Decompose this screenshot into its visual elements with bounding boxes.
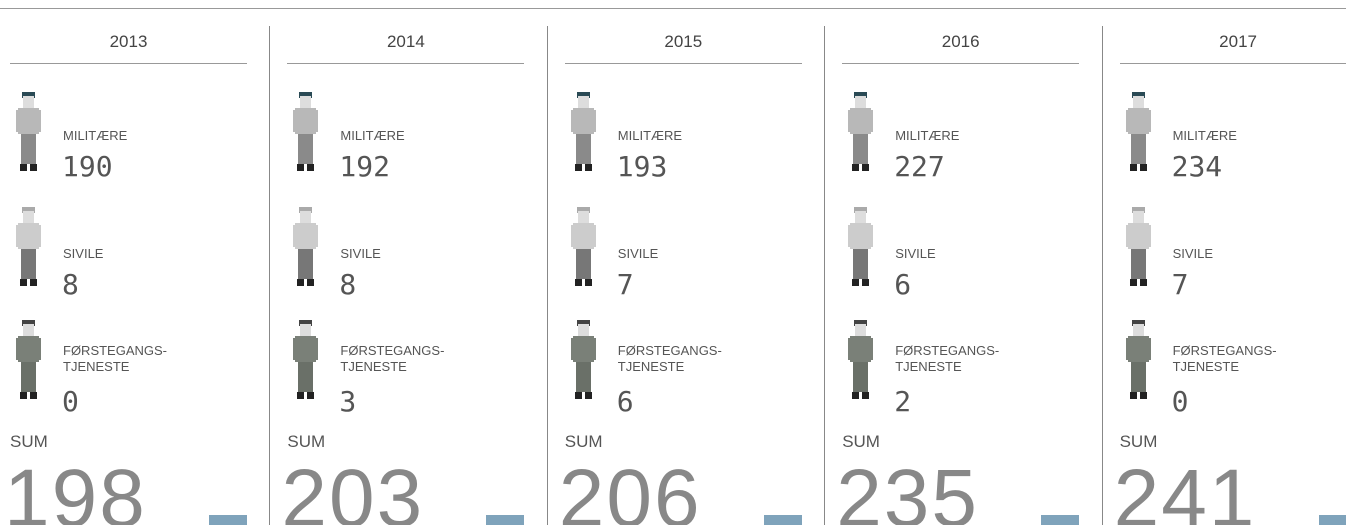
person-icon (1125, 207, 1151, 286)
year-column: 2013 MILITÆRE 190 SIVILE 8 FØRSTEGANGS- TJENES… (0, 0, 277, 525)
category-label: TJENESTE (63, 359, 130, 374)
person-icon (293, 92, 319, 171)
year-column: 2017 MILITÆRE 234 SIVILE 7 FØRSTEGANGS- TJENES… (1110, 0, 1346, 525)
sum-value: 241 (1113, 453, 1257, 525)
year-rule (1119, 63, 1346, 64)
category-count: 2 (894, 385, 912, 418)
category-label: TJENESTE (1172, 359, 1240, 374)
sum-value: 198 (4, 453, 147, 525)
category-count: 6 (616, 385, 634, 418)
category-label: MILITÆRE (1172, 128, 1237, 143)
year-column: 2014 MILITÆRE 192 SIVILE 8 FØRSTEGANGS- TJENES… (277, 0, 554, 525)
year-heading: 2017 (1219, 32, 1257, 51)
person-icon (570, 207, 596, 286)
category-count: 227 (894, 150, 945, 183)
category-label: MILITÆRE (340, 128, 405, 143)
person-icon (1125, 320, 1151, 399)
column-divider (824, 26, 826, 525)
category-label: SIVILE (63, 246, 104, 261)
person-icon (16, 207, 41, 286)
category-label: FØRSTEGANGS- (895, 343, 1000, 358)
accent-square (1318, 515, 1346, 525)
column-divider (546, 26, 548, 525)
year-column: 2015 MILITÆRE 193 SIVILE 7 FØRSTEGANGS- TJENES… (555, 0, 832, 525)
column-divider (1101, 26, 1103, 525)
category-count: 0 (1171, 385, 1189, 418)
accent-square (486, 515, 525, 525)
category-count: 7 (616, 268, 634, 301)
person-icon (16, 320, 41, 399)
person-icon (16, 92, 41, 171)
category-label: SIVILE (340, 246, 381, 261)
category-label: TJENESTE (617, 359, 685, 374)
category-count: 8 (339, 268, 357, 301)
person-icon (848, 207, 874, 286)
category-label: FØRSTEGANGS- (617, 343, 722, 358)
year-heading: 2014 (386, 32, 425, 51)
category-label: FØRSTEGANGS- (1172, 343, 1277, 358)
person-icon (848, 92, 874, 171)
category-count: 190 (62, 150, 113, 183)
person-icon (570, 92, 596, 171)
category-count: 0 (62, 385, 79, 418)
year-column: 2016 MILITÆRE 227 SIVILE 6 FØRSTEGANGS- TJENES… (832, 0, 1109, 525)
accent-square (209, 515, 247, 525)
year-heading: 2015 (664, 32, 703, 51)
category-label: FØRSTEGANGS- (63, 343, 168, 358)
year-rule (287, 63, 525, 64)
sum-label: SUM (10, 432, 48, 451)
year-rule (564, 63, 802, 64)
category-label: MILITÆRE (617, 128, 683, 143)
category-count: 3 (339, 385, 357, 418)
year-rule (842, 63, 1080, 64)
sum-label: SUM (564, 432, 603, 451)
person-icon (293, 320, 319, 399)
sum-label: SUM (842, 432, 880, 451)
year-heading: 2016 (941, 32, 980, 51)
top-rule (0, 8, 1346, 9)
category-label: MILITÆRE (895, 128, 960, 143)
year-rule (10, 63, 247, 64)
category-count: 6 (894, 268, 912, 301)
category-count: 8 (62, 268, 79, 301)
category-count: 193 (616, 150, 668, 183)
sum-label: SUM (1119, 432, 1158, 451)
category-label: FØRSTEGANGS- (340, 343, 445, 358)
category-label: TJENESTE (340, 359, 407, 374)
category-count: 234 (1171, 150, 1223, 183)
sum-value: 235 (836, 453, 980, 525)
category-label: SIVILE (617, 246, 659, 261)
category-label: SIVILE (895, 246, 936, 261)
person-icon (848, 320, 874, 399)
column-divider (269, 26, 271, 525)
sum-value: 206 (558, 453, 702, 525)
person-icon (293, 207, 319, 286)
accent-square (1041, 515, 1080, 525)
category-count: 192 (339, 150, 390, 183)
category-label: TJENESTE (895, 359, 962, 374)
person-icon (570, 320, 596, 399)
sum-value: 203 (281, 453, 425, 525)
person-icon (1125, 92, 1151, 171)
category-count: 7 (1171, 268, 1189, 301)
sum-label: SUM (287, 432, 326, 451)
category-label: SIVILE (1172, 246, 1214, 261)
accent-square (763, 515, 802, 525)
category-label: MILITÆRE (63, 128, 128, 143)
year-heading: 2013 (109, 32, 148, 51)
